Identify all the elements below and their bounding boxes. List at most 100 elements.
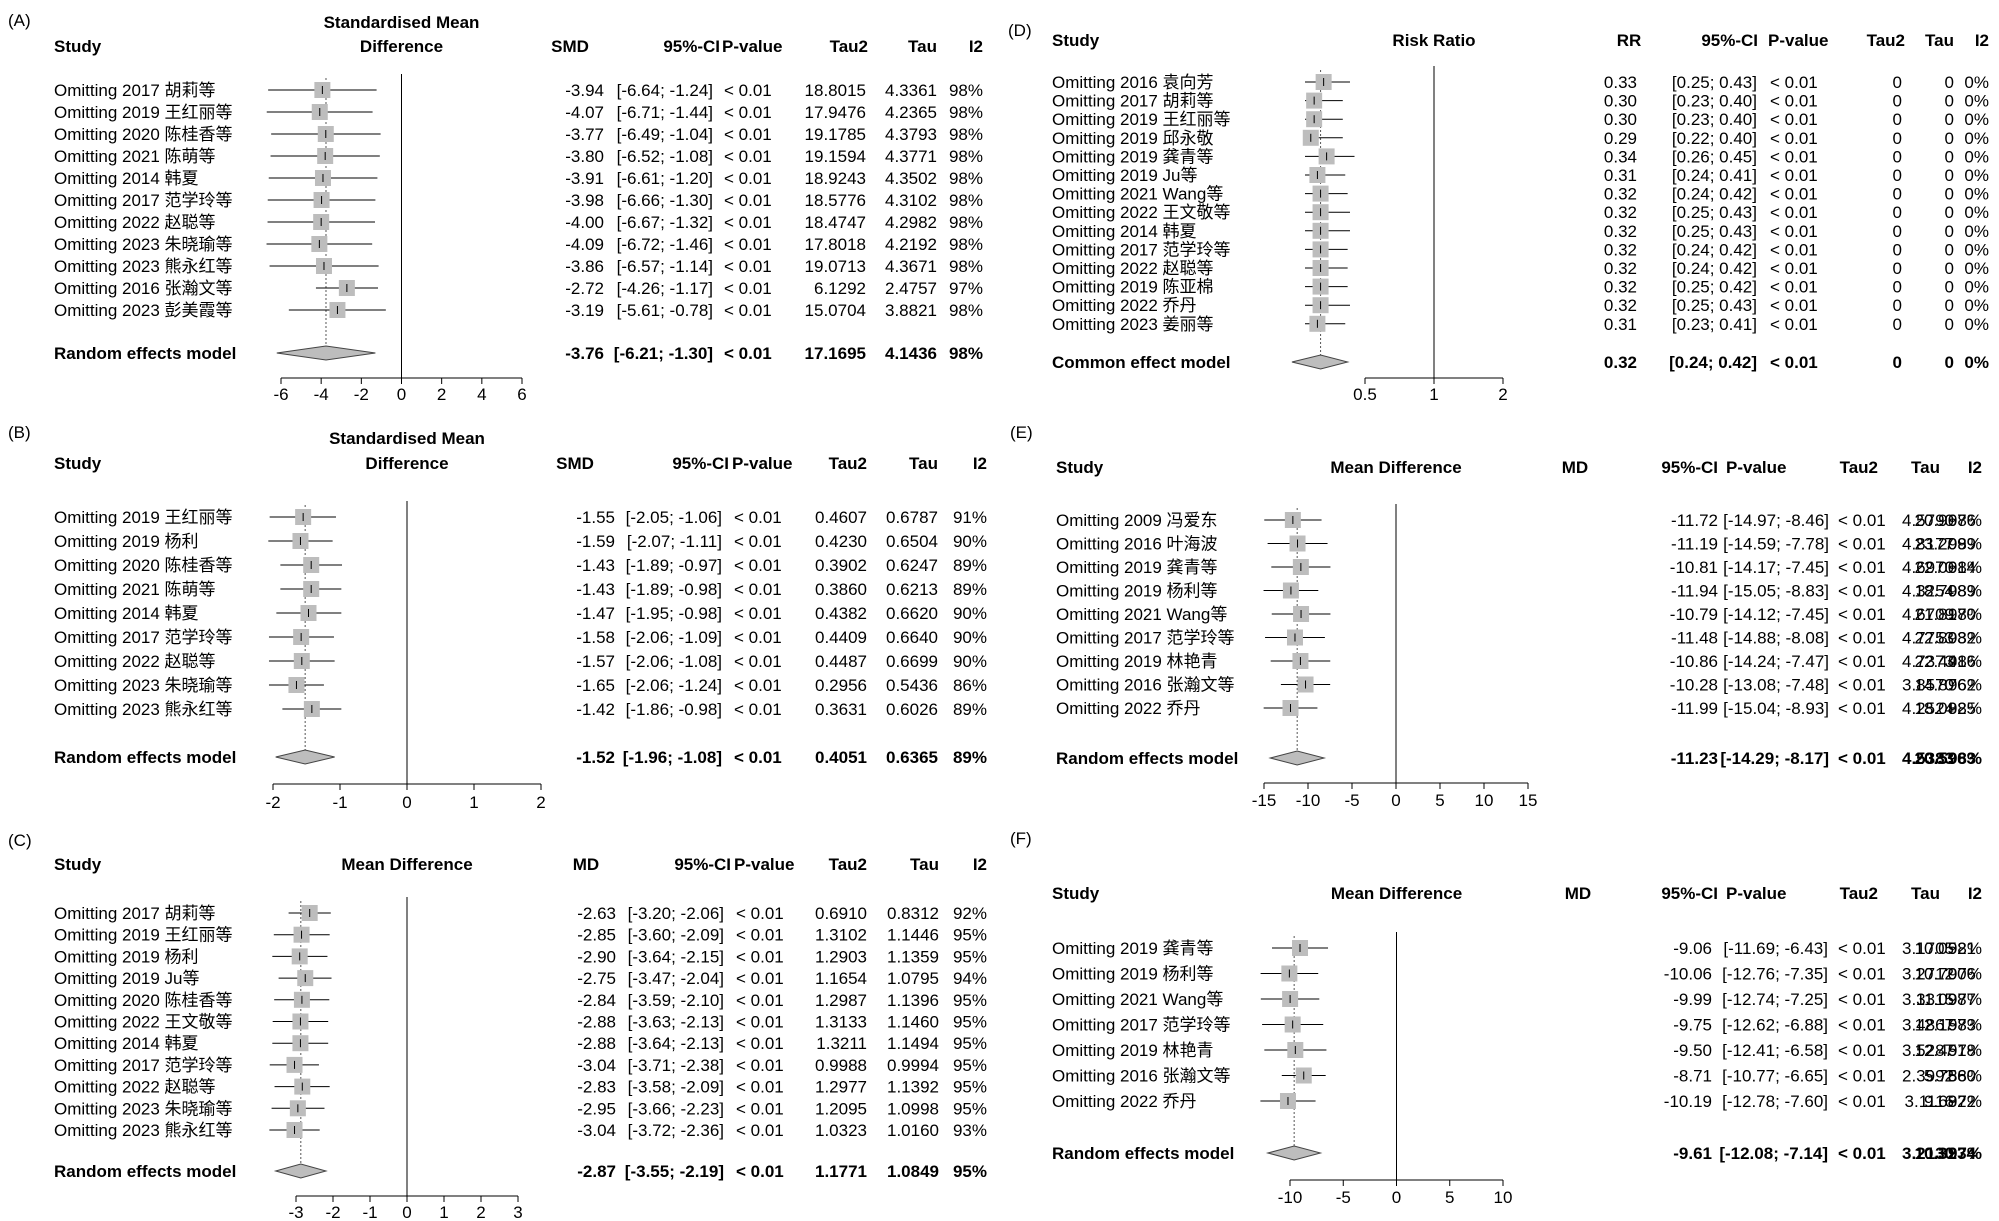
i2-value: 98% <box>1948 939 1982 958</box>
pooled-label: Random effects model <box>1056 749 1238 768</box>
tau-value: 3.5287 <box>1902 1041 1954 1060</box>
study-row: Omitting 2017 范学玲等 -3.04 [-3.71; -2.38] < 0… <box>54 1056 987 1075</box>
pvalue-value: < 0.01 <box>1838 1067 1886 1086</box>
study-label: Omitting 2023 熊永红等 <box>54 700 233 719</box>
i2-value: 98% <box>949 257 983 276</box>
study-row: Omitting 2017 胡莉等 -2.63 [-3.20; -2.06] < 0.… <box>54 904 987 923</box>
x-tick-label: -2 <box>354 385 369 404</box>
estimate-value: -2.83 <box>577 1078 616 1097</box>
forest-panel-e: (E) Study Mean Difference MD 95%-CI P-value Ta… <box>1010 423 1982 810</box>
i2-value: 95% <box>953 1034 987 1053</box>
pooled-tau: 4.1436 <box>885 344 937 363</box>
ci-value: [-3.60; -2.09] <box>628 926 724 945</box>
forest-panel-d: (D)Study Risk Ratio RR 95%-CI P-value Tau2 Tau… <box>1008 21 1989 404</box>
pooled-ci: [-14.29; -8.17] <box>1720 749 1829 768</box>
tau-value: 4.3502 <box>885 169 937 188</box>
tau-value: 0.6504 <box>886 532 938 551</box>
header-estimate: MD <box>1562 458 1588 477</box>
x-tick-label: -5 <box>1336 1188 1351 1207</box>
tau2-value: 6.1292 <box>814 279 866 298</box>
study-label: Omitting 2014 韩夏 <box>54 169 199 188</box>
i2-value: 95% <box>953 1013 987 1032</box>
pvalue-value: < 0.01 <box>724 125 772 144</box>
i2-value: 90% <box>953 532 987 551</box>
study-label: Omitting 2019 Ju等 <box>54 969 200 988</box>
x-tick-label: 10 <box>1494 1188 1513 1207</box>
tau-value: 1.0795 <box>887 969 939 988</box>
i2-value: 95% <box>953 1078 987 1097</box>
pvalue-value: < 0.01 <box>736 1099 784 1118</box>
header-study: Study <box>1052 884 1100 903</box>
tau-value: 1.1392 <box>887 1078 939 1097</box>
study-row: Omitting 2023 朱晓瑜等 -1.65 [-2.06; -1.24] < 0… <box>54 676 987 695</box>
study-label: Omitting 2019 王红丽等 <box>54 103 233 122</box>
estimate-value: -1.59 <box>576 532 615 551</box>
study-label: Omitting 2019 龚青等 <box>1052 939 1214 958</box>
i2-value: 95% <box>953 926 987 945</box>
tau-value: 4.7753 <box>1902 629 1954 648</box>
estimate-value: 0.32 <box>1604 278 1637 297</box>
i2-value: 0% <box>1964 147 1989 166</box>
pooled-label: Random effects model <box>54 748 236 767</box>
tau-value: 1.1359 <box>887 947 939 966</box>
header-ci: 95%-CI <box>663 37 720 56</box>
pvalue-value: < 0.01 <box>1770 92 1818 111</box>
pooled-ci: [0.24; 0.42] <box>1669 353 1757 372</box>
study-row: Omitting 2014 韩夏 -2.88 [-3.64; -2.13] < 0.0… <box>54 1034 987 1053</box>
i2-value: 92% <box>953 904 987 923</box>
estimate-value: -3.94 <box>565 81 604 100</box>
pooled-ci: [-12.08; -7.14] <box>1719 1144 1828 1163</box>
ci-value: [0.25; 0.43] <box>1672 73 1757 92</box>
ci-value: [-12.74; -7.25] <box>1722 990 1828 1009</box>
pvalue-value: < 0.01 <box>736 991 784 1010</box>
pvalue-value: < 0.01 <box>1770 240 1818 259</box>
tau-value: 0.5436 <box>886 676 938 695</box>
estimate-value: -10.19 <box>1664 1092 1712 1111</box>
estimate-value: 0.29 <box>1604 129 1637 148</box>
estimate-value: 0.31 <box>1604 315 1637 334</box>
ci-value: [-3.71; -2.38] <box>628 1056 724 1075</box>
x-tick-label: 0 <box>397 385 406 404</box>
tau-value: 4.6709 <box>1902 605 1954 624</box>
study-label: Omitting 2022 王文敬等 <box>54 1013 233 1032</box>
i2-value: 0% <box>1964 129 1989 148</box>
i2-value: 88% <box>1948 1067 1982 1086</box>
pooled-diamond <box>1291 354 1350 370</box>
tau2-value: 19.1594 <box>805 147 866 166</box>
tau-value: 0 <box>1945 315 1954 334</box>
forest-panel-b: (B) Study Standardised Mean Difference SMD 95… <box>8 423 987 812</box>
i2-value: 0% <box>1964 222 1989 241</box>
header-ci: 95%-CI <box>674 855 731 874</box>
tau2-value: 20.9676 <box>1915 511 1976 530</box>
estimate-value: -10.86 <box>1670 652 1718 671</box>
study-label: Omitting 2016 叶海波 <box>1056 535 1218 554</box>
pooled-tau: 3.2130 <box>1902 1144 1954 1163</box>
tau2-value: 17.9476 <box>805 103 866 122</box>
study-label: Omitting 2023 彭美霞等 <box>54 301 233 320</box>
pvalue-value: < 0.01 <box>1770 259 1818 278</box>
header-tau: Tau <box>1911 884 1940 903</box>
ci-value: [0.26; 0.45] <box>1672 147 1757 166</box>
pvalue-value: < 0.01 <box>736 904 784 923</box>
estimate-value: -2.88 <box>577 1034 616 1053</box>
study-row: Omitting 2022 乔丹 0.32 [0.25; 0.43] < 0.01 0 0… <box>1052 296 1989 315</box>
header-tau: Tau <box>909 454 938 473</box>
tau2-value: 15.0704 <box>805 301 866 320</box>
pooled-i2: 97% <box>1948 1144 1982 1163</box>
ci-value: [-2.07; -1.11] <box>627 532 722 551</box>
study-row: Omitting 2019 林艳青 -9.50 [-12.41; -6.58] < 0… <box>1052 1041 1982 1060</box>
tau2-value: 0 <box>1893 240 1902 259</box>
pvalue-value: < 0.01 <box>1770 315 1818 334</box>
header-study: Study <box>1052 31 1100 50</box>
tau-value: 0 <box>1945 147 1954 166</box>
pooled-pvalue: < 0.01 <box>736 1162 784 1181</box>
tau2-value: 0.2956 <box>815 676 867 695</box>
ci-value: [-14.12; -7.45] <box>1723 605 1829 624</box>
header-i2: I2 <box>1975 31 1989 50</box>
tau2-value: 0.3902 <box>815 556 867 575</box>
estimate-value: -1.55 <box>576 508 615 527</box>
estimate-value: 0.32 <box>1604 222 1637 241</box>
pvalue-value: < 0.01 <box>724 147 772 166</box>
tau2-value: 0.4487 <box>815 652 867 671</box>
tau2-value: 0.9988 <box>815 1056 867 1075</box>
